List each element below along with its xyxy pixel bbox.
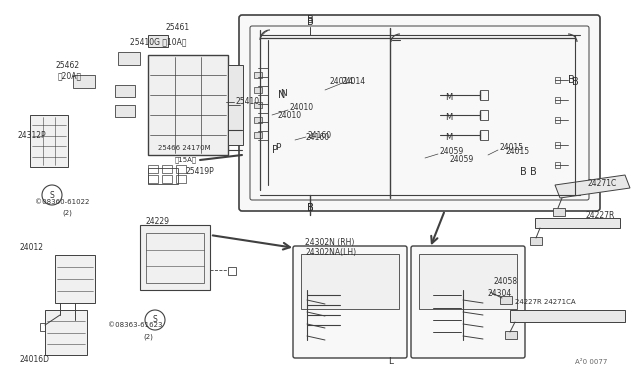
Bar [55,255,95,303]
Bar [45,310,87,355]
Text: 25462: 25462 [55,61,79,70]
Text: P: P [272,145,278,155]
Text: 24010: 24010 [290,103,314,112]
Bar [254,117,262,123]
Bar [228,65,243,145]
Bar [148,168,178,184]
Text: 24012: 24012 [20,244,44,253]
Bar [71,318,79,326]
FancyBboxPatch shape [239,15,600,211]
Text: 24014: 24014 [330,77,354,87]
Text: (2): (2) [143,334,153,340]
Bar [228,267,236,275]
Bar [555,162,560,168]
Text: 24304: 24304 [488,289,512,298]
Text: M: M [445,112,452,122]
Bar [73,75,95,88]
Text: 24160: 24160 [305,134,329,142]
Bar [555,117,560,123]
Bar [176,165,186,173]
Bar [162,165,172,173]
Text: S: S [50,190,54,199]
Text: 25410G 〈10A〉: 25410G 〈10A〉 [130,38,186,46]
Bar [301,254,399,309]
Text: B: B [568,75,575,85]
Text: 〈20A〉: 〈20A〉 [58,71,82,80]
Bar [480,110,488,120]
FancyBboxPatch shape [293,246,407,358]
Text: 24227R 24271CA: 24227R 24271CA [515,299,575,305]
Text: N: N [280,89,287,97]
Text: M: M [445,93,452,102]
Bar [148,35,168,47]
Bar [162,175,172,183]
Text: 25466 24170M: 25466 24170M [158,145,211,151]
Polygon shape [510,310,625,322]
Bar [254,132,262,138]
Text: B: B [520,167,527,177]
Text: 24010: 24010 [278,110,302,119]
Text: 24227R: 24227R [585,211,614,219]
Bar [505,331,517,339]
Bar [530,237,542,245]
Text: 24302N (RH): 24302N (RH) [305,237,355,247]
Text: B: B [572,77,579,87]
Bar [146,233,204,283]
Text: (2): (2) [62,210,72,216]
Bar [148,55,228,155]
Text: 24229: 24229 [145,218,169,227]
Text: 24014: 24014 [342,77,366,87]
Text: M: M [445,132,452,141]
Text: 25461: 25461 [165,23,189,32]
Text: 〈15A〉: 〈15A〉 [175,157,197,163]
Bar [480,130,488,140]
Bar [480,90,488,100]
Bar [254,102,262,108]
Text: 24059: 24059 [440,148,464,157]
Bar [140,225,210,290]
Bar [30,115,68,167]
Bar [553,208,565,216]
Polygon shape [555,175,630,198]
Bar [555,97,560,103]
Bar [555,77,560,83]
Bar [40,323,48,331]
Bar [419,254,517,309]
Text: B: B [530,167,537,177]
Text: ©08360-61022: ©08360-61022 [35,199,90,205]
Text: 24058: 24058 [494,278,518,286]
Text: 25410: 25410 [235,97,259,106]
Text: B: B [307,17,314,27]
Text: 24015: 24015 [505,148,529,157]
Text: 24302NA(LH): 24302NA(LH) [305,248,356,257]
Text: B: B [307,203,314,213]
Text: 24271C: 24271C [588,179,617,187]
Text: B: B [307,203,314,213]
Polygon shape [535,218,620,228]
Bar [118,52,140,65]
Text: N: N [278,90,285,100]
Text: L: L [388,357,393,366]
Bar [115,105,135,117]
Text: 24160: 24160 [308,131,332,140]
Text: 24016D: 24016D [20,356,50,365]
Bar [500,296,512,304]
Bar [115,85,135,97]
Text: 24059: 24059 [450,155,474,164]
Text: A²0 0077: A²0 0077 [575,359,607,365]
Text: B: B [307,15,314,25]
Text: 25419P: 25419P [185,167,214,176]
FancyBboxPatch shape [411,246,525,358]
Bar [148,165,158,173]
Bar [254,72,262,78]
Bar [148,175,158,183]
Text: P: P [275,144,280,153]
Text: S: S [152,315,157,324]
Text: 24015: 24015 [500,144,524,153]
Bar [254,87,262,93]
Bar [555,142,560,148]
Text: 24312P: 24312P [18,131,47,140]
Bar [176,175,186,183]
Text: ©08363-61623: ©08363-61623 [108,322,163,328]
